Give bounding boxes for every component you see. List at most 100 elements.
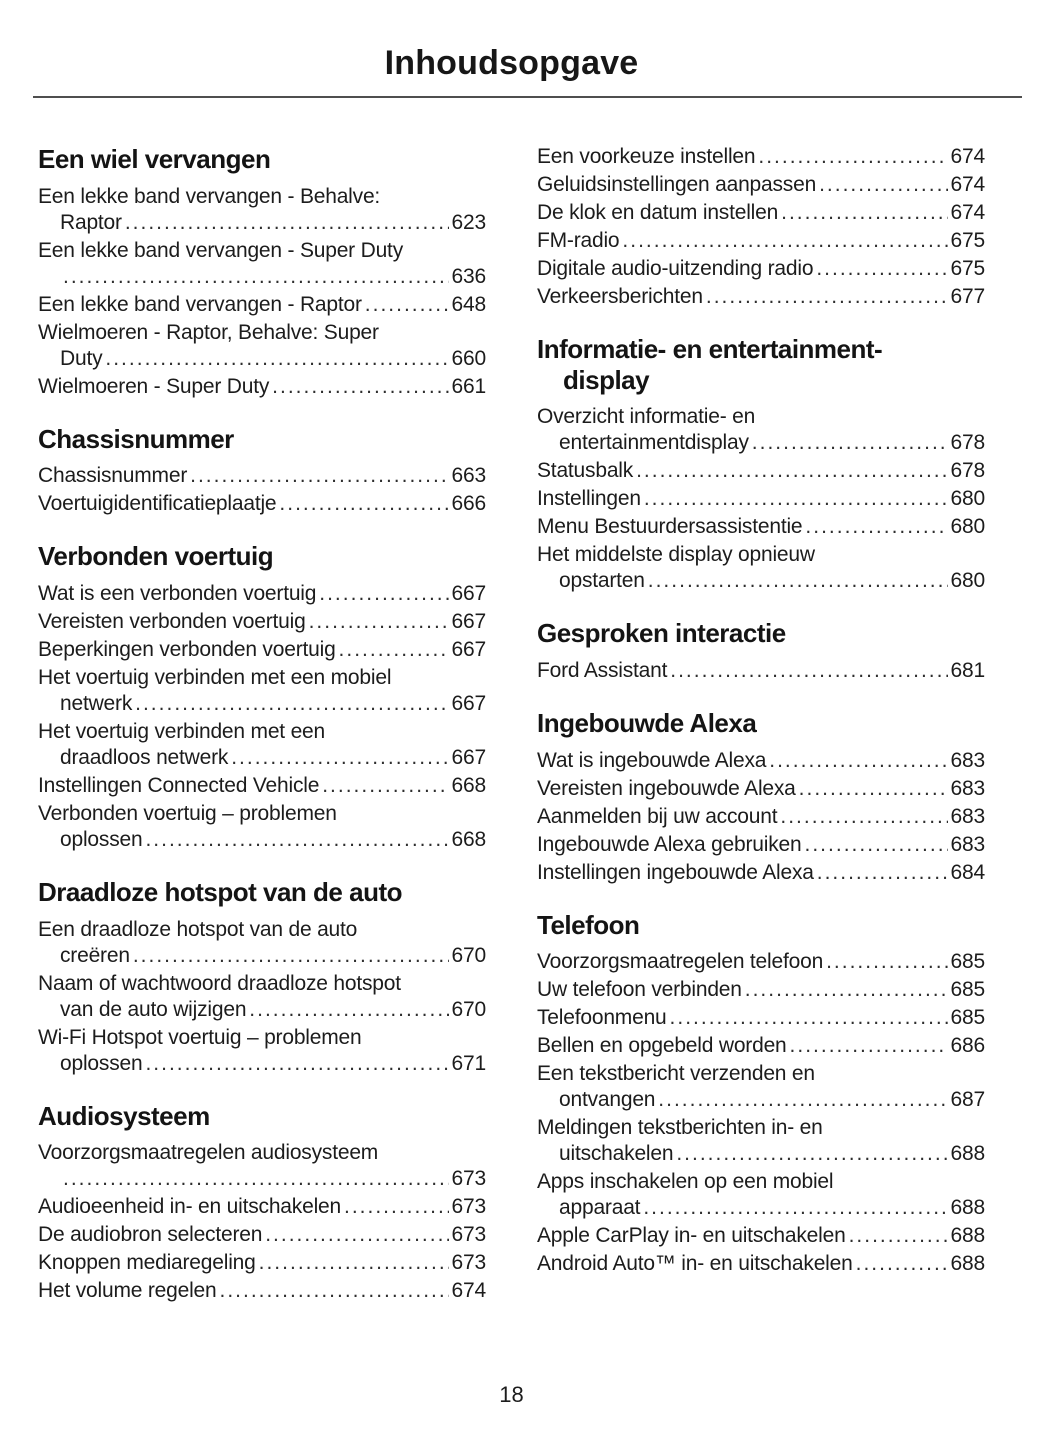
entry-label: Het volume regelen <box>38 1279 217 1303</box>
toc-entry: Beperkingen verbonden voertuig 667 <box>38 637 486 663</box>
dot-leader <box>817 860 948 886</box>
dot-leader <box>706 284 948 310</box>
toc-entry: De audiobron selecteren 673 <box>38 1222 486 1248</box>
entry-text-line: Een draadloze hotspot van de auto <box>38 917 358 941</box>
entry-last-line: creëren 670 <box>38 943 486 969</box>
toc-entry: Het voertuig verbinden met een mobiel net… <box>38 665 486 717</box>
entry-label: Voertuigidentificatieplaatje <box>38 492 277 516</box>
entry-label: opstarten <box>559 569 645 593</box>
entry-page-number: 681 <box>950 659 986 683</box>
entry-text-line: Het middelste display opnieuw <box>537 543 815 567</box>
toc-entry: Vereisten ingebouwde Alexa 683 <box>537 776 985 802</box>
entry-last-line: Audioeenheid in- en uitschakelen 673 <box>38 1194 486 1220</box>
dot-leader <box>658 1087 947 1113</box>
section-heading: Telefoon <box>537 910 985 941</box>
entry-last-line: Instellingen Connected Vehicle 668 <box>38 773 486 799</box>
toc-entry: Bellen en opgebeld worden 686 <box>537 1033 985 1059</box>
entry-last-line: 673 <box>38 1166 487 1192</box>
dot-leader <box>752 430 948 456</box>
toc-entry: Statusbalk 678 <box>537 458 985 484</box>
dot-leader <box>819 172 947 198</box>
entry-label: Duty <box>60 346 103 370</box>
entry-page-number: 685 <box>950 1006 986 1030</box>
entry-page-number: 667 <box>451 692 487 716</box>
entry-text-line: Een lekke band vervangen - Super Duty <box>38 238 403 262</box>
entry-last-line: Geluidsinstellingen aanpassen 674 <box>537 172 985 198</box>
entry-label: Uw telefoon verbinden <box>537 978 742 1002</box>
section-heading: Gesproken interactie <box>537 618 985 649</box>
toc-entry: Instellingen 680 <box>537 486 985 512</box>
dot-leader <box>856 1251 948 1277</box>
toc-entry: Een draadloze hotspot van de auto creëren… <box>38 917 486 969</box>
entry-last-line: Menu Bestuurdersassistentie 680 <box>537 514 985 540</box>
dot-leader <box>758 144 947 170</box>
entry-label: Vereisten ingebouwde Alexa <box>537 776 796 800</box>
dot-leader <box>344 1194 449 1220</box>
dot-leader <box>365 292 449 318</box>
entry-last-line: Voorzorgsmaatregelen telefoon 685 <box>537 949 985 975</box>
dot-leader <box>63 264 449 290</box>
entry-label: Knoppen mediaregeling <box>38 1251 256 1275</box>
entry-page-number: 648 <box>451 292 487 316</box>
entry-label: apparaat <box>559 1196 641 1220</box>
entry-page-number: 667 <box>451 746 487 770</box>
toc-entry: Geluidsinstellingen aanpassen 674 <box>537 172 985 198</box>
entry-page-number: 683 <box>950 776 986 800</box>
entry-last-line: Digitale audio-uitzending radio 675 <box>537 256 985 282</box>
dot-leader <box>622 228 947 254</box>
entry-last-line: Beperkingen verbonden voertuig 667 <box>38 637 486 663</box>
entry-last-line: Ford Assistant 681 <box>537 658 985 684</box>
dot-leader <box>670 1005 948 1031</box>
entry-last-line: Duty 660 <box>38 346 486 372</box>
toc-entry: Het volume regelen 674 <box>38 1278 486 1304</box>
dot-leader <box>259 1250 449 1276</box>
toc-entry: Instellingen ingebouwde Alexa 684 <box>537 860 985 886</box>
toc-entry: Vereisten verbonden voertuig 667 <box>38 609 486 635</box>
entry-label: creëren <box>60 943 130 967</box>
dot-leader <box>745 977 948 1003</box>
toc-entry: Een voorkeuze instellen 674 <box>537 144 985 170</box>
entry-page-number: 675 <box>950 257 986 280</box>
toc-entry: Een lekke band vervangen - Behalve: Rapto… <box>38 184 486 236</box>
entry-page-number: 674 <box>950 173 986 196</box>
entry-page-number: 683 <box>950 832 986 856</box>
entry-page-number: 675 <box>950 229 986 252</box>
entry-page-number: 680 <box>950 515 986 539</box>
entry-label: Instellingen <box>537 487 641 511</box>
entry-label: Statusbalk <box>537 459 634 483</box>
entry-text-line: Naam of wachtwoord draadloze hotspot <box>38 971 401 995</box>
section-heading-line: Telefoon <box>537 909 640 940</box>
entry-last-line: oplossen 668 <box>38 827 486 853</box>
dot-leader <box>133 943 449 969</box>
entry-last-line: Android Auto™ in- en uitschakelen 688 <box>537 1251 985 1277</box>
toc-entry: Voorzorgsmaatregelen telefoon 685 <box>537 949 985 975</box>
entry-text-line: Voorzorgsmaatregelen audiosysteem <box>38 1141 379 1165</box>
dot-leader <box>670 658 947 684</box>
toc-entry: Overzicht informatie- en entertainmentdis… <box>537 404 985 456</box>
dot-leader <box>231 745 448 771</box>
toc-entry: Een lekke band vervangen - Super Duty 636 <box>38 238 486 290</box>
entry-page-number: 674 <box>950 201 986 224</box>
entry-text-line: Apps inschakelen op een mobiel <box>537 1170 834 1194</box>
toc-section: Audiosysteem Voorzorgsmaatregelen audiosy… <box>38 1101 486 1305</box>
toc-column-2: Een voorkeuze instellen674Geluidsinstell… <box>537 144 985 1279</box>
page-header: Inhoudsopgave <box>0 0 1055 83</box>
entry-page-number: 668 <box>451 828 487 852</box>
dot-leader <box>105 346 448 372</box>
entry-label: Wat is een verbonden voertuig <box>38 582 317 606</box>
toc-section: Chassisnummer Chassisnummer 663 Voertuigide… <box>38 424 486 518</box>
entry-last-line: Chassisnummer 663 <box>38 463 486 489</box>
entry-page-number: 673 <box>451 1223 487 1247</box>
entry-page-number: 684 <box>950 860 986 884</box>
entry-last-line: Instellingen 680 <box>537 486 985 512</box>
entry-last-line: Ingebouwde Alexa gebruiken 683 <box>537 832 985 858</box>
dot-leader <box>849 1223 948 1249</box>
dot-leader <box>63 1166 449 1192</box>
entry-last-line: Wielmoeren - Super Duty 661 <box>38 374 486 400</box>
entry-page-number: 636 <box>451 264 487 288</box>
entry-last-line: Apple CarPlay in- en uitschakelen 688 <box>537 1223 985 1249</box>
page-footer: 18 <box>38 1382 985 1408</box>
entry-last-line: Vereisten ingebouwde Alexa 683 <box>537 776 985 802</box>
